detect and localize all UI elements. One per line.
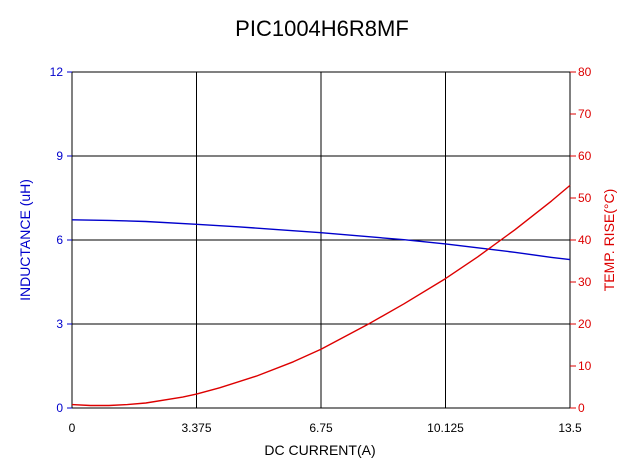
temperature-series-line — [71, 184, 571, 407]
x-axis-label: DC CURRENT(A) — [264, 442, 375, 458]
gridlines — [71, 71, 571, 409]
y-right-tick-label: 40 — [578, 233, 592, 247]
y-left-tick-label: 9 — [56, 149, 63, 163]
x-tick-label: 0 — [69, 421, 76, 435]
y-right-tick-label: 50 — [578, 191, 592, 205]
series-group — [71, 184, 571, 407]
y-right-tick-label: 70 — [578, 107, 592, 121]
y-right-tick-label: 60 — [578, 149, 592, 163]
y-left-tick-label: 12 — [50, 65, 64, 79]
y-left-tick-label: 6 — [56, 233, 63, 247]
x-tick-label: 6.75 — [309, 421, 333, 435]
y-left-axis-label: INDUCTANCE (uH) — [17, 179, 33, 301]
y-right-tick-label: 30 — [578, 275, 592, 289]
y-left-tick-label: 3 — [56, 317, 63, 331]
x-axis-ticks: 0 3.375 6.75 10.125 13.5 — [69, 421, 582, 435]
x-tick-label: 3.375 — [181, 421, 211, 435]
y-right-tick-label: 80 — [578, 65, 592, 79]
y-right-axis-label: TEMP. RISE(°C) — [601, 189, 617, 292]
inductance-series-line — [71, 219, 571, 261]
y-right-tick-label: 20 — [578, 317, 592, 331]
y-right-axis-ticks: 0 10 20 30 40 50 60 70 80 — [570, 65, 592, 415]
chart-title: PIC1004H6R8MF — [235, 16, 409, 41]
y-right-tick-label: 0 — [578, 401, 585, 415]
y-left-axis-ticks: 0 3 6 9 12 — [50, 65, 72, 415]
x-tick-label: 13.5 — [558, 421, 582, 435]
x-tick-label: 10.125 — [427, 421, 464, 435]
y-right-tick-label: 10 — [578, 359, 592, 373]
y-left-tick-label: 0 — [56, 401, 63, 415]
